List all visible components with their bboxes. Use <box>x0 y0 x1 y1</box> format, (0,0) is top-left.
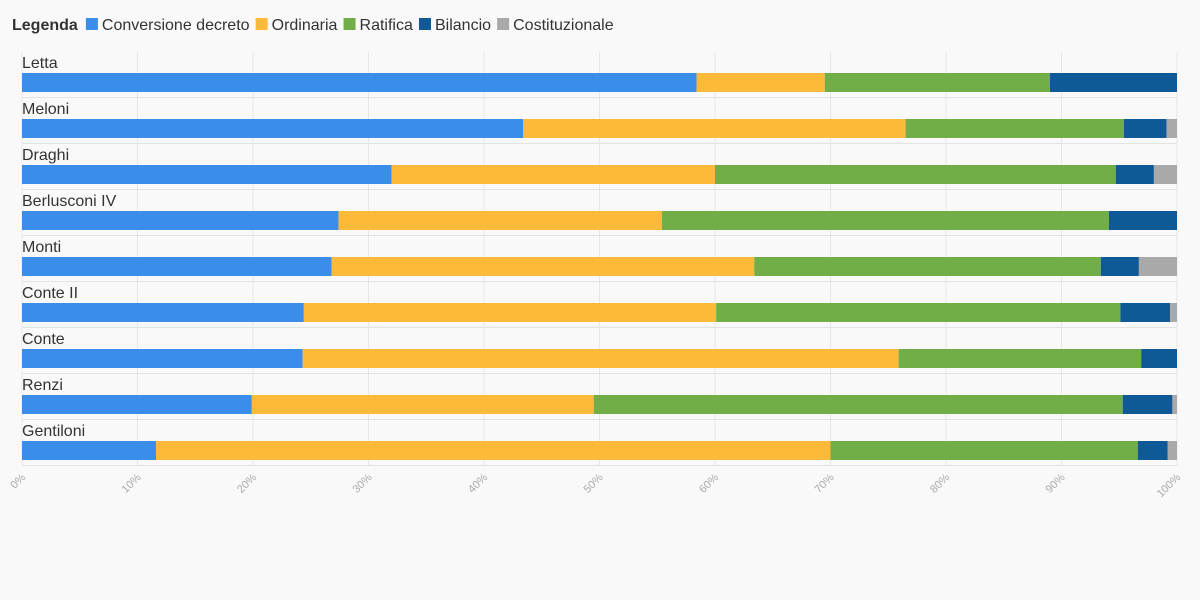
x-axis-ticks: 0% 10% 20% 30% 40% 50% 60% 70% 80% 90% 100% <box>8 471 1183 500</box>
bar-row-renzi: Renzi <box>22 377 1177 420</box>
category-label: Gentiloni <box>22 423 85 440</box>
bar-segment-ordinaria[interactable] <box>251 395 594 414</box>
category-label: Letta <box>22 55 58 72</box>
bar-segment-ratifica[interactable] <box>830 441 1138 460</box>
bar-segment-costituzionale[interactable] <box>1167 441 1177 460</box>
bar-segment-bilancio[interactable] <box>1049 73 1177 92</box>
bar-row-berlusconi-iv: Berlusconi IV <box>22 193 1177 236</box>
bar-segment-costituzionale[interactable] <box>1172 395 1177 414</box>
x-tick-label: 80% <box>928 471 952 495</box>
bar-segment-costituzionale[interactable] <box>1138 257 1177 276</box>
bar-row-monti: Monti <box>22 239 1177 282</box>
bar-row-letta: Letta <box>22 55 1177 98</box>
bar-segment-ratifica[interactable] <box>898 349 1142 368</box>
bar-segment-conversione-decreto[interactable] <box>22 165 392 184</box>
bar-segment-bilancio[interactable] <box>1141 349 1177 368</box>
bar-segment-conversione-decreto[interactable] <box>22 257 332 276</box>
category-label: Monti <box>22 239 61 256</box>
legend-label-bilancio: Bilancio <box>435 17 491 34</box>
legend: Legenda Conversione decreto Ordinaria Rati… <box>12 17 614 34</box>
category-label: Meloni <box>22 101 69 118</box>
x-tick-label: 50% <box>582 471 606 495</box>
x-tick-label: 30% <box>351 471 375 495</box>
bar-segment-ordinaria[interactable] <box>391 165 715 184</box>
bar-segment-ratifica[interactable] <box>824 73 1050 92</box>
bar-row-draghi: Draghi <box>22 147 1177 190</box>
legend-swatch-bilancio <box>418 18 431 30</box>
category-label: Conte II <box>22 285 78 302</box>
bar-segment-ratifica[interactable] <box>715 165 1116 184</box>
bar-segment-conversione-decreto[interactable] <box>22 395 252 414</box>
bar-segment-ordinaria[interactable] <box>696 73 825 92</box>
bar-segment-costituzionale[interactable] <box>1153 165 1177 184</box>
bar-segment-costituzionale[interactable] <box>1170 303 1177 322</box>
bar-segment-conversione-decreto[interactable] <box>22 349 303 368</box>
category-label: Berlusconi IV <box>22 193 117 210</box>
legend-swatch-ordinaria <box>255 18 268 30</box>
bar-segment-ratifica[interactable] <box>754 257 1101 276</box>
category-label: Renzi <box>22 377 63 394</box>
bar-segment-conversione-decreto[interactable] <box>22 119 524 138</box>
x-tick-label: 0% <box>8 471 28 491</box>
legend-label-costituzionale: Costituzionale <box>513 17 614 34</box>
bar-segment-conversione-decreto[interactable] <box>22 73 697 92</box>
x-tick-label: 40% <box>466 471 490 495</box>
bar-row-gentiloni: Gentiloni <box>22 423 1177 466</box>
x-tick-label: 10% <box>120 471 144 495</box>
bar-segment-conversione-decreto[interactable] <box>22 211 339 230</box>
bar-segment-ordinaria[interactable] <box>331 257 755 276</box>
bar-segment-bilancio[interactable] <box>1120 303 1171 322</box>
bar-segment-bilancio[interactable] <box>1108 211 1177 230</box>
x-tick-label: 20% <box>235 471 259 495</box>
x-tick-label: 90% <box>1044 471 1068 495</box>
bar-segment-ratifica[interactable] <box>716 303 1121 322</box>
bar-segment-conversione-decreto[interactable] <box>22 303 304 322</box>
bar-row-meloni: Meloni <box>22 101 1177 144</box>
legend-swatch-costituzionale <box>497 18 510 30</box>
category-label: Draghi <box>22 147 69 164</box>
bar-segment-ordinaria[interactable] <box>338 211 662 230</box>
bar-segment-bilancio[interactable] <box>1137 441 1168 460</box>
category-label: Conte <box>22 331 65 348</box>
bar-row-conte: Conte <box>22 331 1177 374</box>
bar-segment-ordinaria[interactable] <box>523 119 906 138</box>
x-tick-label: 70% <box>813 471 837 495</box>
legend-label-ordinaria: Ordinaria <box>272 17 338 34</box>
bar-row-conte-ii: Conte II <box>22 285 1177 328</box>
bar-segment-ratifica[interactable] <box>593 395 1123 414</box>
legend-label-ratifica: Ratifica <box>360 17 413 34</box>
bar-segment-bilancio[interactable] <box>1122 395 1173 414</box>
legend-title: Legenda <box>12 17 78 34</box>
bar-segment-bilancio[interactable] <box>1123 119 1167 138</box>
bar-segment-ratifica[interactable] <box>905 119 1124 138</box>
bar-segment-ordinaria[interactable] <box>302 349 899 368</box>
bar-rows: Letta Meloni Draghi Berlusconi IV Monti Conte… <box>22 55 1177 466</box>
legend-swatch-conversione-decreto <box>85 18 98 30</box>
legend-label-conversione-decreto: Conversione decreto <box>102 17 250 34</box>
bar-segment-bilancio[interactable] <box>1100 257 1139 276</box>
x-tick-label: 60% <box>697 471 721 495</box>
bar-segment-ordinaria[interactable] <box>155 441 831 460</box>
bar-segment-ordinaria[interactable] <box>303 303 717 322</box>
bar-segment-ratifica[interactable] <box>661 211 1109 230</box>
bar-segment-conversione-decreto[interactable] <box>22 441 156 460</box>
bar-segment-costituzionale[interactable] <box>1166 119 1177 138</box>
x-tick-label: 100% <box>1155 471 1184 500</box>
bar-segment-bilancio[interactable] <box>1115 165 1154 184</box>
legend-swatch-ratifica <box>343 18 356 30</box>
